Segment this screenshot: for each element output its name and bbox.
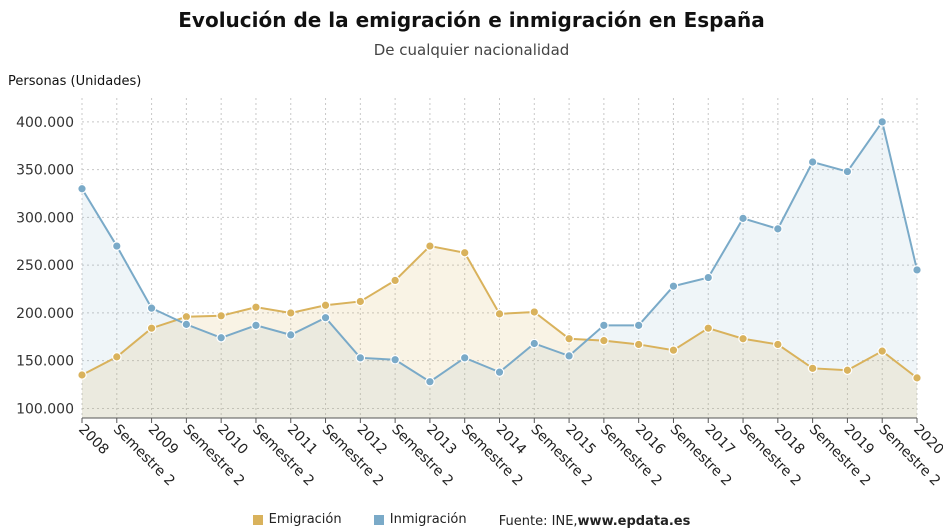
data-point-0: [77, 370, 87, 380]
data-point-1: [842, 166, 853, 177]
data-point-1: [251, 320, 261, 331]
data-point-1: [390, 354, 400, 365]
y-tick-label: 350.000: [16, 163, 74, 179]
data-point-0: [146, 323, 157, 334]
data-point-0: [459, 247, 470, 258]
data-point-0: [599, 335, 609, 346]
data-point-0: [285, 308, 296, 318]
data-point-1: [77, 183, 87, 194]
data-point-1: [146, 303, 157, 313]
grid: [81, 98, 918, 418]
data-point-1: [633, 320, 644, 331]
data-point-0: [773, 339, 783, 350]
legend-swatch-emigracion: [252, 514, 263, 525]
data-point-1: [529, 338, 540, 349]
data-point-0: [425, 241, 435, 251]
data-point-0: [390, 275, 400, 286]
data-point-0: [494, 309, 505, 319]
y-tick-label: 250.000: [16, 258, 74, 274]
area-1: [82, 121, 917, 418]
y-tick-label: 400.000: [16, 115, 74, 131]
y-tick-label: 200.000: [16, 306, 74, 322]
data-point-1: [668, 281, 679, 291]
y-tick-label: 150.000: [16, 354, 74, 370]
data-point-1: [912, 265, 922, 275]
data-point-1: [181, 319, 192, 330]
data-point-0: [807, 363, 818, 374]
area-0: [82, 246, 917, 418]
data-point-1: [773, 224, 783, 234]
data-point-0: [842, 365, 853, 376]
data-point-1: [285, 330, 296, 340]
chart-subtitle: De cualquier nacionalidad: [373, 41, 570, 59]
data-point-1: [807, 157, 818, 167]
data-point-0: [668, 345, 679, 355]
legend-label-inmigracion: Inmigración: [389, 512, 467, 527]
data-point-1: [599, 320, 609, 331]
x-tick-label: 2008: [75, 422, 112, 459]
data-point-1: [877, 117, 888, 127]
data-point-0: [564, 333, 574, 344]
data-point-0: [251, 302, 261, 312]
source-note: Fuente: INE, www.epdata.es: [499, 514, 691, 529]
data-point-0: [216, 310, 226, 321]
data-point-1: [703, 272, 714, 283]
data-point-1: [564, 351, 574, 361]
chart-title: Evolución de la emigración e inmigración…: [178, 8, 765, 32]
data-point-0: [912, 373, 922, 383]
data-point-0: [703, 323, 714, 334]
y-axis-label: Personas (Unidades): [8, 74, 142, 89]
legend-item-inmigracion[interactable]: Inmigración: [373, 512, 467, 527]
data-point-0: [320, 300, 331, 311]
data-point-1: [425, 376, 435, 387]
data-point-0: [355, 296, 366, 307]
data-point-1: [216, 332, 226, 343]
data-point-1: [738, 213, 748, 224]
data-point-0: [633, 339, 644, 350]
legend: Emigración Inmigración Fuente: INE, www.…: [0, 512, 943, 529]
data-point-1: [111, 241, 122, 251]
data-point-0: [111, 352, 122, 362]
y-tick-label: 100.000: [16, 401, 74, 417]
source-prefix: Fuente: INE,: [498, 513, 578, 529]
data-point-0: [877, 346, 888, 356]
legend-label-emigracion: Emigración: [268, 512, 342, 527]
series-points: [77, 117, 922, 387]
data-point-0: [529, 307, 540, 317]
data-point-1: [459, 353, 470, 363]
legend-swatch-inmigracion: [373, 514, 384, 525]
y-tick-label: 300.000: [16, 210, 74, 226]
source-link[interactable]: www.epdata.es: [577, 513, 691, 529]
series-areas: [82, 121, 917, 418]
data-point-1: [494, 367, 505, 377]
data-point-0: [738, 333, 748, 344]
legend-item-emigracion[interactable]: Emigración: [252, 512, 342, 527]
data-point-1: [320, 312, 331, 323]
data-point-1: [355, 353, 366, 363]
